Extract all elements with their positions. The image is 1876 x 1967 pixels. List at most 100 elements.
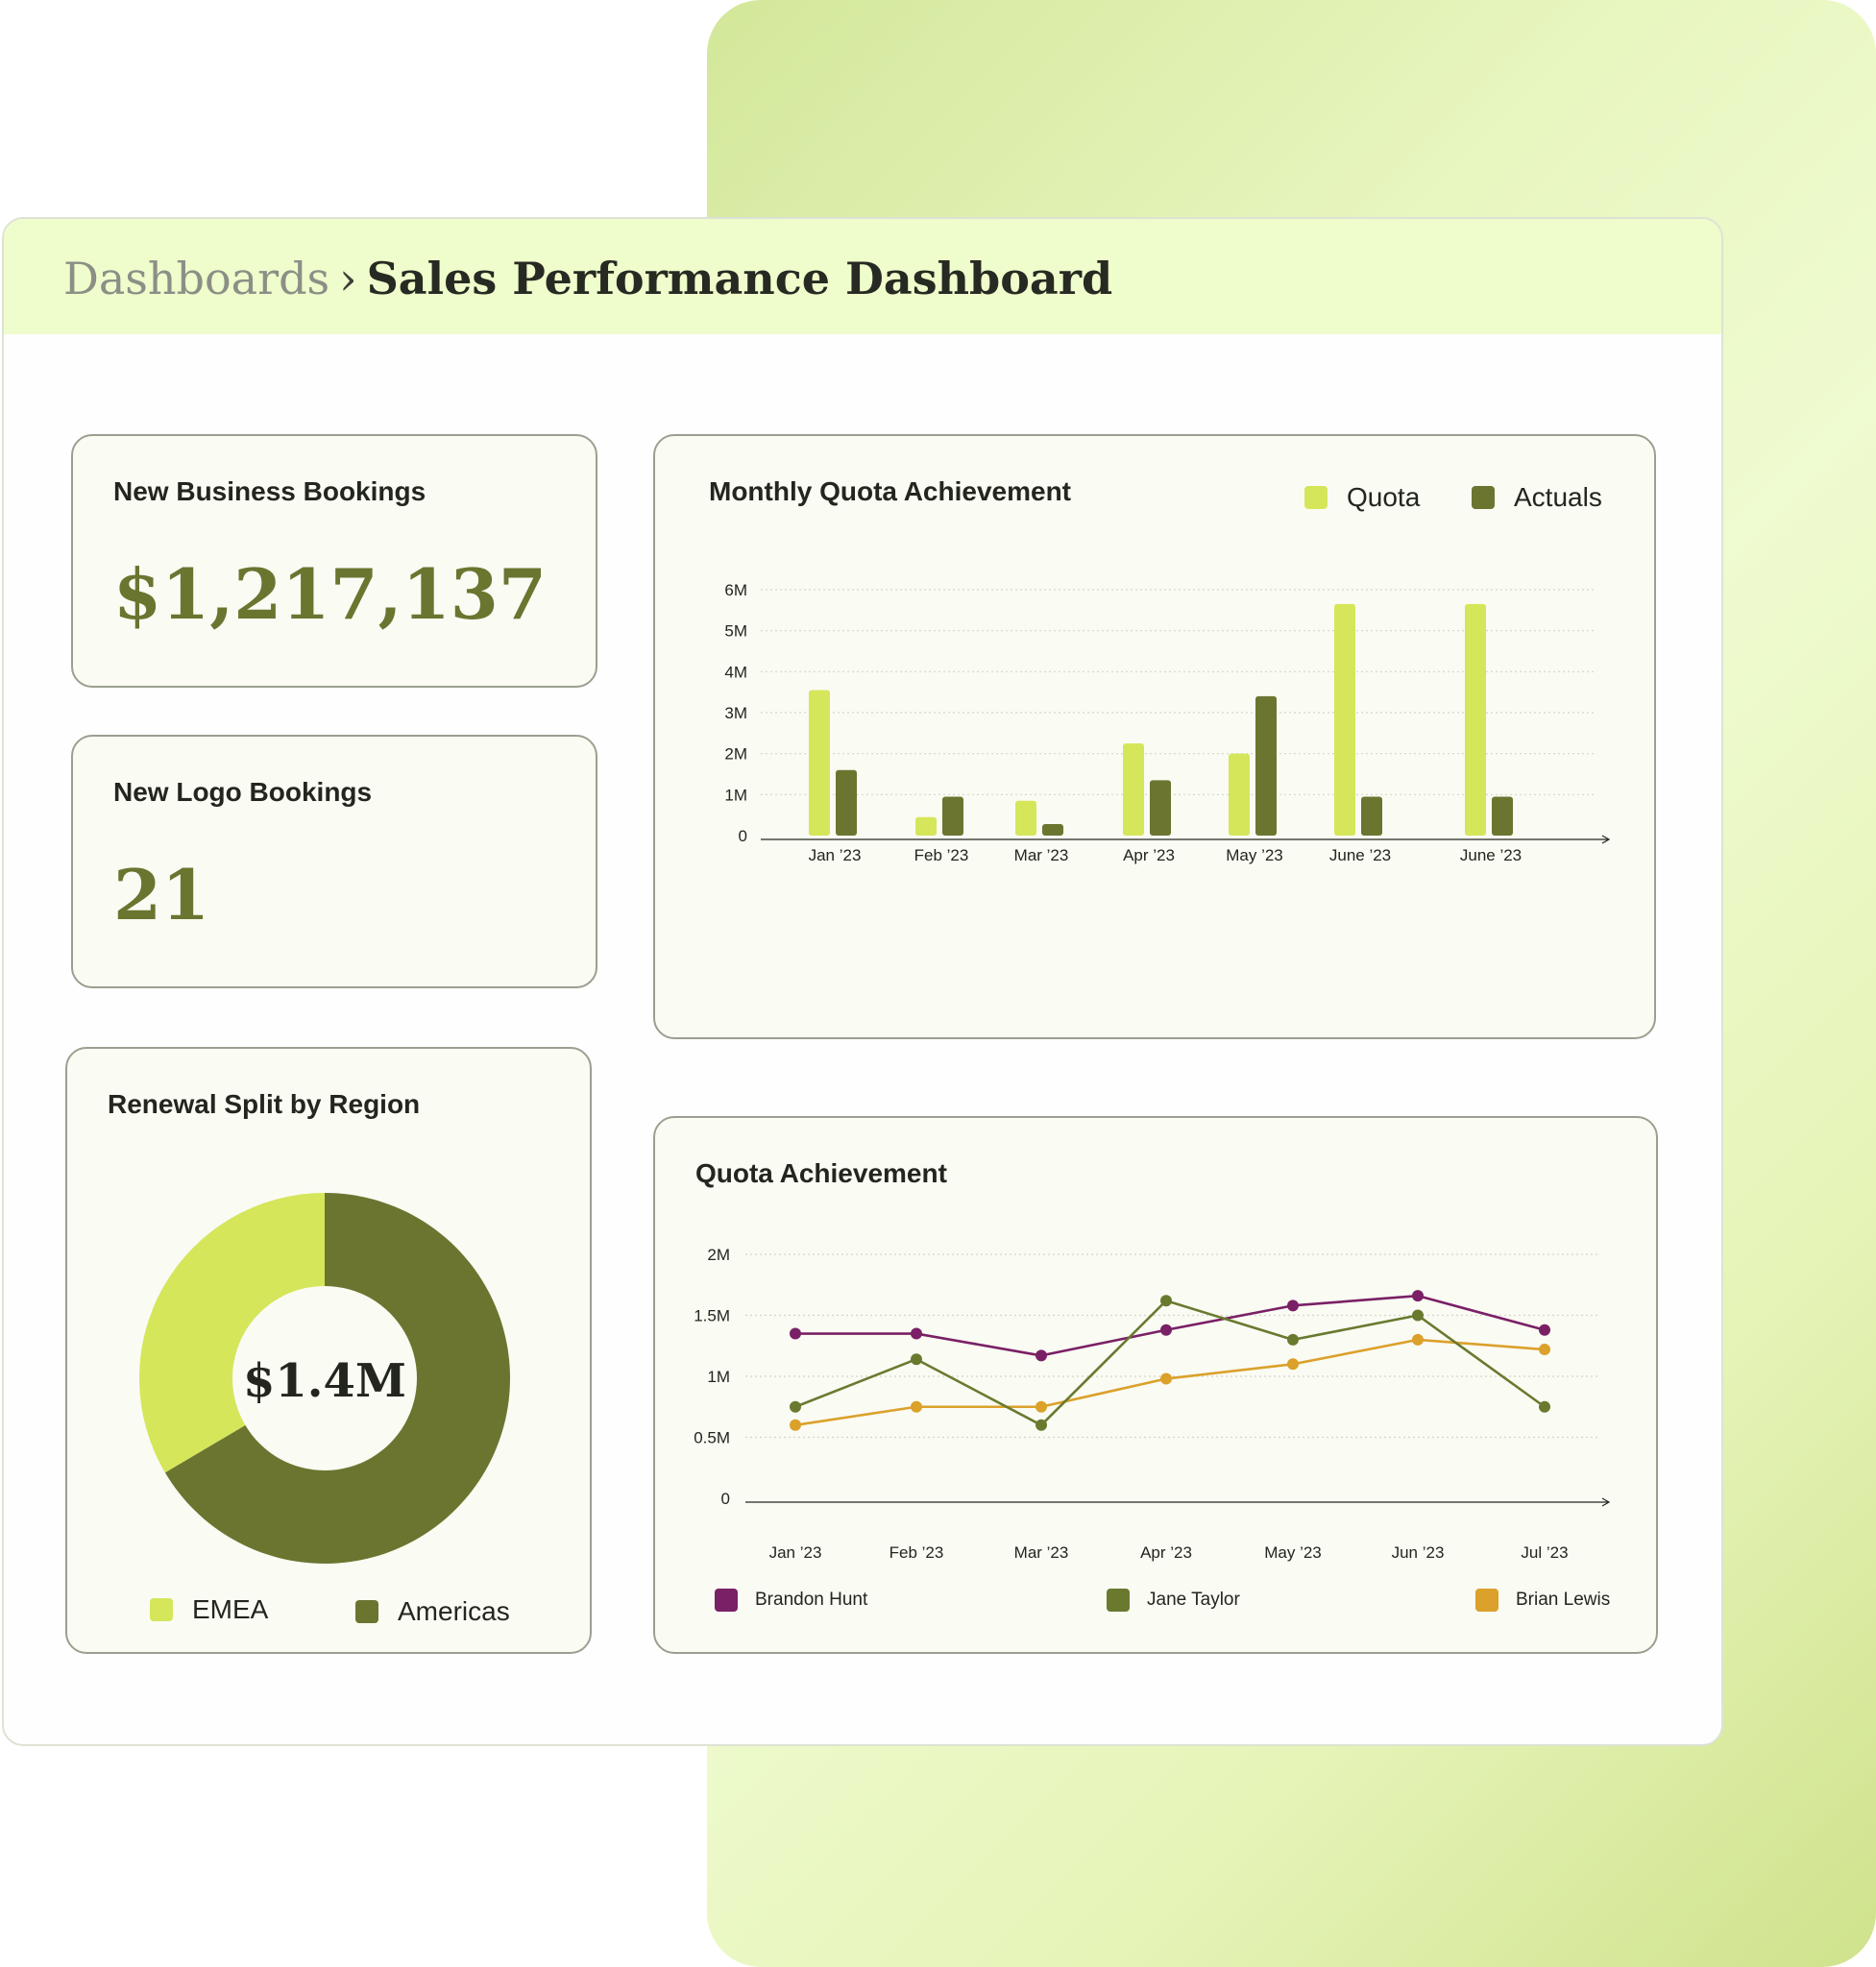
legend-swatch [150, 1598, 173, 1621]
legend-actuals: Actuals [1472, 482, 1602, 513]
bar-actuals [1492, 796, 1513, 836]
legend-brian-lewis: Brian Lewis [1475, 1589, 1610, 1612]
dashboard-window: Dashboards › Sales Performance Dashboard N… [2, 217, 1723, 1746]
quota-achievement-card[interactable]: Quota Achievement 0 0.5M 1M 1.5M 2M Jan ’23 Fe… [653, 1116, 1658, 1654]
y-tick-label: 5M [724, 622, 747, 641]
bar-quota [1334, 603, 1355, 836]
kpi-title: New Business Bookings [113, 476, 426, 506]
x-tick-label: Jul ’23 [1521, 1543, 1568, 1562]
line-chart: 0 0.5M 1M 1.5M 2M Jan ’23 Feb ’23 Mar ’23 Apr ’2… [694, 1246, 1611, 1562]
data-point [790, 1400, 801, 1413]
data-point [911, 1353, 922, 1366]
legend-label: Jane Taylor [1147, 1590, 1240, 1610]
bar-actuals [1150, 780, 1171, 836]
x-tick-label: Feb ’23 [889, 1543, 944, 1562]
legend-swatch [1472, 486, 1495, 509]
breadcrumb: Dashboards › Sales Performance Dashboard [63, 250, 1112, 307]
bar-quota [915, 816, 937, 836]
bar-quota [1229, 753, 1250, 836]
y-tick-label: 2M [707, 1246, 730, 1264]
x-tick-label: Mar ’23 [1014, 1543, 1069, 1562]
legend-label: Brian Lewis [1516, 1590, 1611, 1610]
y-tick-label: 0 [721, 1490, 730, 1508]
x-tick-label: Feb ’23 [914, 846, 969, 864]
data-point [790, 1327, 801, 1340]
new-logo-bookings-card[interactable]: New Logo Bookings 21 [71, 735, 597, 988]
legend-swatch [1107, 1589, 1130, 1612]
legend-label: Brandon Hunt [755, 1590, 868, 1610]
legend-swatch [1304, 486, 1328, 509]
data-point [1539, 1344, 1550, 1356]
donut-chart: $1.4M [139, 1193, 511, 1564]
data-point [790, 1419, 801, 1431]
y-tick-label: 0.5M [694, 1429, 730, 1447]
data-point [1035, 1419, 1047, 1431]
data-point [1287, 1333, 1299, 1346]
bar-quota [1465, 603, 1486, 836]
renewal-split-card[interactable]: Renewal Split by Region $1.4M EMEA Ameri… [65, 1047, 592, 1654]
x-tick-label: June ’23 [1329, 846, 1391, 864]
page-title: Sales Performance Dashboard [366, 253, 1113, 304]
breadcrumb-dashboards-link[interactable]: Dashboards [63, 253, 330, 304]
x-tick-label: Mar ’23 [1014, 846, 1069, 864]
data-point [1412, 1333, 1424, 1346]
y-tick-label: 4M [724, 663, 747, 681]
legend-label: Quota [1347, 482, 1421, 512]
legend-emea: EMEA [150, 1594, 268, 1625]
y-tick-label: 1.5M [694, 1307, 730, 1325]
bar-actuals [836, 769, 857, 836]
legend-brandon-hunt: Brandon Hunt [715, 1589, 867, 1612]
data-point [1412, 1290, 1424, 1302]
legend-swatch [355, 1600, 378, 1623]
bar-chart: 0 1M 2M 3M 4M 5M 6M Jan ’23 Feb ’23 Mar ’23 Apr ’2… [724, 581, 1611, 864]
bar-actuals [942, 796, 963, 836]
legend-swatch [1475, 1589, 1498, 1612]
data-point [911, 1400, 922, 1413]
bar-quota [1123, 743, 1144, 836]
data-point [1160, 1372, 1172, 1385]
x-axis-arrow [1601, 835, 1611, 844]
kpi-value: $1,217,137 [113, 553, 547, 635]
kpi-value: 21 [113, 854, 210, 935]
y-tick-label: 6M [724, 581, 747, 599]
data-point [1035, 1400, 1047, 1413]
panel-title: Renewal Split by Region [108, 1089, 421, 1119]
donut-segment-americas [164, 1193, 511, 1564]
x-tick-label: Jan ’23 [809, 846, 862, 864]
legend-label: Actuals [1514, 482, 1602, 512]
legend-jane-taylor: Jane Taylor [1107, 1589, 1240, 1612]
data-point [1539, 1323, 1550, 1336]
x-tick-label: May ’23 [1264, 1543, 1322, 1562]
donut-segment-emea [139, 1193, 325, 1473]
y-tick-label: 2M [724, 745, 747, 764]
bar-quota [809, 690, 830, 836]
x-axis-arrow [1601, 1497, 1611, 1507]
data-point [1539, 1400, 1550, 1413]
data-point [1160, 1323, 1172, 1336]
bar-actuals [1361, 796, 1382, 836]
legend-label: EMEA [192, 1594, 269, 1624]
x-tick-label: Apr ’23 [1123, 846, 1175, 864]
bar-quota [1015, 800, 1036, 836]
data-point [1412, 1309, 1424, 1322]
legend-label: Americas [398, 1596, 510, 1626]
series-line [794, 1299, 1546, 1427]
window-header: Dashboards › Sales Performance Dashboard [4, 219, 1721, 334]
donut-center-value: $1.4M [243, 1354, 406, 1408]
x-tick-label: Jun ’23 [1392, 1543, 1445, 1562]
new-business-bookings-card[interactable]: New Business Bookings $1,217,137 [71, 434, 597, 688]
x-tick-label: Apr ’23 [1140, 1543, 1192, 1562]
legend-swatch [715, 1589, 738, 1612]
y-tick-label: 1M [724, 786, 747, 804]
data-point [1287, 1299, 1299, 1312]
panel-title: Monthly Quota Achievement [709, 476, 1072, 506]
data-point [1160, 1295, 1172, 1307]
bar-actuals [1042, 824, 1063, 836]
bar-actuals [1255, 695, 1277, 836]
data-point [911, 1327, 922, 1340]
data-point [1287, 1358, 1299, 1371]
monthly-quota-card[interactable]: Monthly Quota Achievement Quota Actuals … [653, 434, 1656, 1039]
x-tick-label: June ’23 [1460, 846, 1522, 864]
breadcrumb-separator: › [339, 253, 357, 304]
x-tick-label: Jan ’23 [769, 1543, 822, 1562]
